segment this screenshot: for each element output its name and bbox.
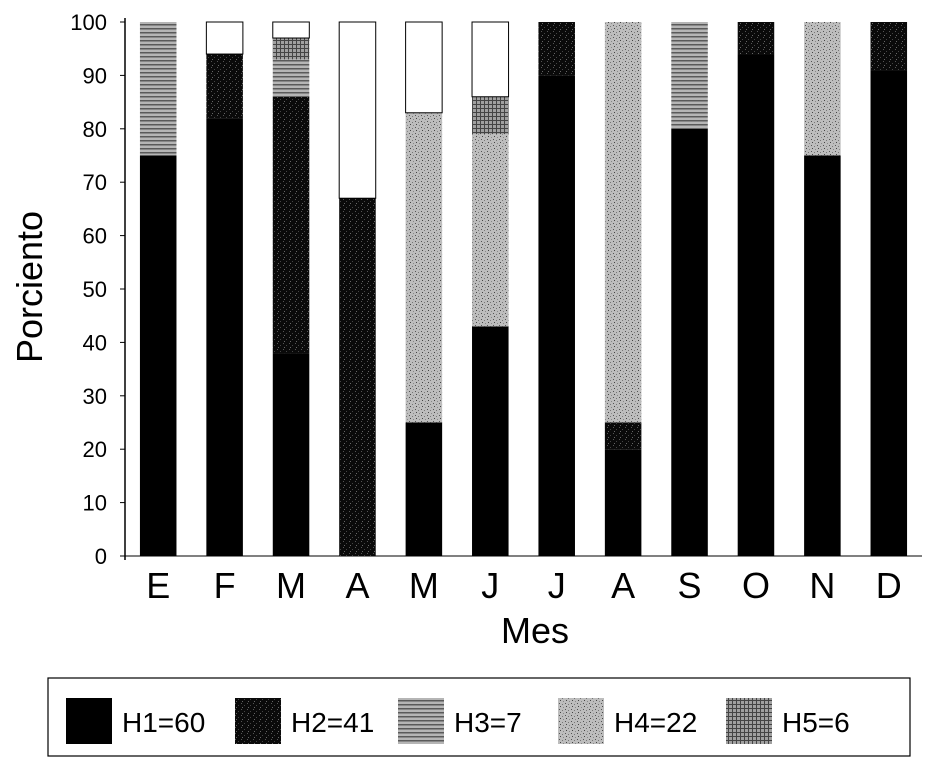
y-tick-label: 70 [83,170,107,195]
bar-outline [205,21,244,55]
bar-segment-2 [272,96,310,354]
bar-segment-2 [206,54,243,119]
bar-segment-1 [272,353,310,556]
bar-segment-1 [538,75,575,557]
y-tick-label: 60 [83,224,107,249]
bar-segment-4 [604,22,642,423]
bar-segment-3 [139,22,177,156]
y-tick-label: 50 [83,277,107,302]
bar-segment-1 [206,118,243,557]
x-tick-label: N [809,565,835,606]
y-tick-label: 10 [83,491,107,516]
bar-segment-1 [405,422,443,556]
legend: H1=60 H2=41 H3=7 H4=22 H5=6 [47,677,911,757]
x-tick-label: O [742,565,770,606]
bar-outline [405,21,443,114]
y-tick-label: 20 [83,437,107,462]
bar-segment-1 [472,326,509,556]
legend-label-5: H5=6 [782,707,850,738]
y-tick-label: 80 [83,117,107,142]
legend-box [47,677,911,757]
x-tick-label: J [548,565,566,606]
bar-segment-1 [604,449,642,556]
x-axis-title: Mes [501,610,569,651]
legend-swatch-4 [558,698,604,744]
bar-segment-2 [737,22,775,55]
x-tick-label: M [276,565,306,606]
bar-segment-1 [671,128,708,557]
y-tick-label: 100 [70,10,107,35]
bar-segment-4 [405,112,443,423]
x-tick-label: J [481,565,499,606]
legend-swatch-1 [66,698,112,744]
legend-label-1: H1=60 [122,707,205,738]
y-axis-title: Porciento [9,211,50,363]
bar-segment-1 [737,54,775,556]
x-tick-label: E [146,565,170,606]
bar-segment-5 [272,38,310,60]
bar-segment-3 [272,59,310,97]
y-ticks: 0 10 20 30 40 50 60 70 80 90 100 [70,10,125,569]
legend-label-2: H2=41 [291,707,374,738]
bar-segment-2 [339,198,376,556]
legend-label-3: H3=7 [454,707,522,738]
bar-segment-4 [804,22,841,156]
bar-segment-2 [604,422,642,450]
legend-swatch-5 [726,698,772,744]
bar-outline [338,21,377,199]
bar-outline [272,21,310,39]
x-tick-label: A [345,565,369,606]
y-tick-label: 30 [83,384,107,409]
bar-segment-1 [139,155,177,556]
bar-segment-3 [671,22,708,129]
bar-segment-4 [472,134,509,327]
legend-swatch-3 [398,698,444,744]
x-tick-label: F [214,565,236,606]
bar-segment-1 [804,155,841,556]
axes [124,18,922,560]
bars [139,21,908,557]
bar-segment-2 [538,22,575,76]
x-tick-label: M [409,565,439,606]
x-tick-label: A [611,565,635,606]
legend-label-4: H4=22 [614,707,697,738]
x-tick-label: S [678,565,702,606]
bar-outline [471,21,510,98]
y-tick-label: 90 [83,63,107,88]
bar-segment-2 [870,22,908,71]
x-tick-label: D [876,565,902,606]
bar-segment-1 [870,70,908,556]
y-tick-label: 0 [95,544,107,569]
y-tick-label: 40 [83,330,107,355]
bar-segment-5 [472,96,509,135]
legend-swatch-2 [235,698,281,744]
